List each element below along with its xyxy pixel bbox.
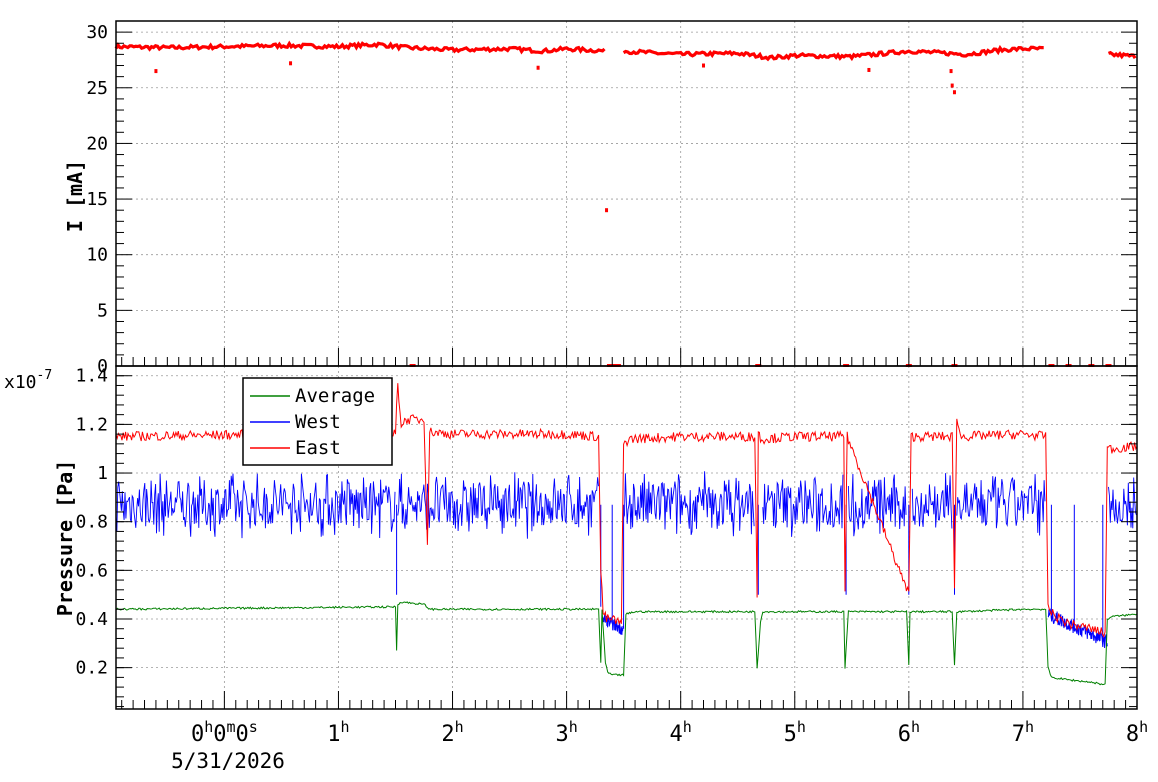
current-outlier-4	[702, 63, 706, 68]
bottom-y-axis: 0.2 0.4 0.6 0.8 1 1.2 1.4	[75, 366, 1137, 708]
pressure-west-segment-6	[956, 474, 1046, 536]
top-y-tick-label-6: 30	[86, 22, 108, 43]
current-outlier-5	[867, 67, 871, 72]
legend-label-average: Average	[295, 385, 375, 407]
bottom-plot-frame	[115, 365, 1138, 710]
current-outlier-2	[536, 65, 540, 70]
pressure-west-segment-0	[115, 473, 396, 539]
pressure-west-segment-7	[1108, 477, 1137, 529]
x-tick-label-7: 7h	[1012, 718, 1034, 747]
x-tick-label-0: 0h0m0s	[191, 718, 258, 747]
top-y-tick-label-1: 5	[97, 300, 108, 321]
legend-label-east: East	[295, 437, 341, 459]
bottom-y-tick-label-6: 1.4	[75, 366, 108, 387]
current-outlier-8	[952, 90, 956, 95]
pressure-scale-factor: x10-7	[4, 368, 52, 393]
top-y-axis-title: I [mA]	[63, 160, 87, 232]
current-segment-0	[114, 40, 606, 55]
bottom-y-tick-label-4: 1	[97, 463, 108, 484]
pressure-line-average	[115, 601, 1138, 686]
x-tick-label-6: 6h	[898, 718, 920, 747]
x-axis-date-label: 5/31/2026	[171, 749, 285, 773]
legend-label-west: West	[295, 411, 341, 433]
top-gridlines	[116, 21, 1138, 367]
top-y-tick-label-2: 10	[86, 245, 108, 266]
current-outlier-0	[154, 69, 158, 74]
bottom-y-axis-title: Pressure [Pa]	[53, 460, 77, 617]
top-y-axis: 0 5 10 15 20 25 30	[86, 22, 1137, 377]
x-tick-label-2: 2h	[441, 718, 463, 747]
current-outlier-1	[289, 61, 293, 66]
current-outlier-7	[950, 83, 954, 88]
legend: Average West East	[242, 377, 393, 466]
bottom-y-tick-label-0: 0.2	[75, 658, 108, 679]
x-tick-label-4: 4h	[670, 718, 692, 747]
bottom-y-tick-label-2: 0.6	[75, 560, 108, 581]
current-segment-2	[1107, 50, 1137, 60]
x-tick-label-1: 1h	[327, 718, 349, 747]
current-outlier-3	[605, 208, 609, 213]
pressure-west-segment-3	[762, 474, 844, 537]
bottom-y-tick-label-5: 1.2	[75, 414, 108, 435]
current-outlier-6	[949, 69, 953, 74]
x-tick-label-8: 8h	[1126, 718, 1148, 747]
current-segment-1	[622, 44, 1044, 62]
bottom-y-tick-label-3: 0.8	[75, 512, 108, 533]
x-tick-label-5: 5h	[784, 718, 806, 747]
top-y-tick-label-5: 25	[86, 78, 108, 99]
top-y-tick-label-3: 15	[86, 189, 108, 210]
bottom-y-tick-label-1: 0.4	[75, 609, 108, 630]
pressure-west-segment-1	[397, 472, 599, 539]
top-y-tick-label-4: 20	[86, 133, 108, 154]
pressure-west-segment-5	[911, 473, 953, 529]
top-y-tick-label-0: 0	[97, 356, 108, 377]
pressure-west-segment-4	[847, 473, 907, 537]
pressure-west-segment-2	[623, 471, 755, 537]
x-axis: 0h0m0s 1h 2h 3h 4h 5h 6h 7h 8h	[121, 348, 1148, 747]
x-tick-label-3: 3h	[555, 718, 577, 747]
